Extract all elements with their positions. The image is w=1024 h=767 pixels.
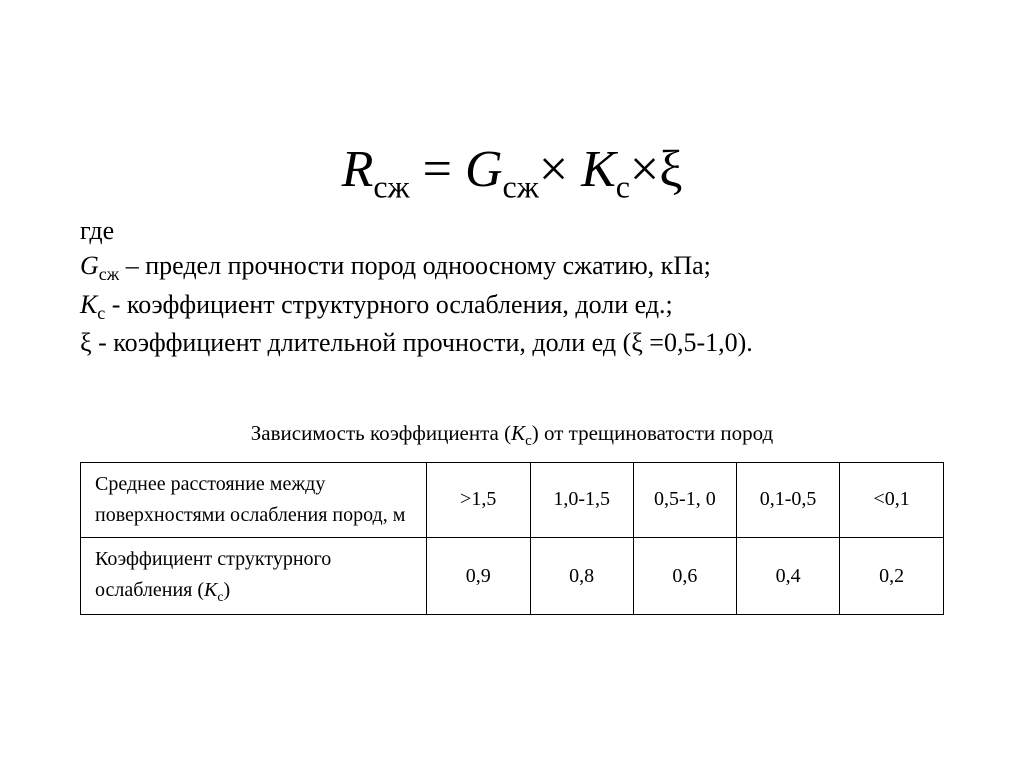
cell: 0,2: [840, 537, 944, 615]
legend-k-sym: К: [80, 290, 97, 319]
caption-post: ) от трещиноватости пород: [532, 421, 773, 445]
formula-text: Rсж = Gсж× Кс×ξ: [342, 141, 683, 198]
legend-g-line: Gсж – предел прочности пород одноосному …: [80, 248, 944, 286]
table-row: Коэффициент структурного ослабления (Кс)…: [81, 537, 944, 615]
cell: 0,1-0,5: [737, 462, 840, 537]
eq: =: [410, 141, 465, 198]
legend-xi-sym: ξ: [80, 328, 92, 357]
cell: <0,1: [840, 462, 944, 537]
page: Rсж = Gсж× Кс×ξ где Gсж – предел прочнос…: [0, 0, 1024, 767]
row2-label-sym: К: [204, 579, 217, 601]
times-2: ×: [630, 141, 659, 198]
cell: >1,5: [426, 462, 530, 537]
legend-xi-line: ξ - коэффициент длительной прочности, до…: [80, 325, 944, 360]
legend-block: где Gсж – предел прочности пород одноосн…: [80, 213, 944, 360]
cell: 0,9: [426, 537, 530, 615]
cell: 0,5-1, 0: [633, 462, 736, 537]
cell: 0,6: [633, 537, 736, 615]
row2-label: Коэффициент структурного ослабления (Кс): [81, 537, 427, 615]
coeff-table: Среднее расстояние между поверхностями о…: [80, 462, 944, 616]
caption-sub: с: [525, 433, 532, 449]
cell: 0,8: [530, 537, 633, 615]
caption-pre: Зависимость коэффициента (: [251, 421, 511, 445]
row2-label-post: ): [224, 579, 231, 601]
times-1: ×: [539, 141, 581, 198]
table-caption: Зависимость коэффициента (Кс) от трещино…: [80, 421, 944, 450]
legend-where: где: [80, 213, 944, 248]
sub-R: сж: [373, 168, 409, 204]
sym-xi: ξ: [659, 141, 682, 198]
legend-g-sym: G: [80, 251, 99, 280]
legend-k-line: Кс - коэффициент структурного ослабления…: [80, 287, 944, 325]
legend-g-text: – предел прочности пород одноосному сжат…: [119, 251, 711, 280]
sym-R: R: [342, 141, 374, 198]
sub-K: с: [616, 168, 630, 204]
legend-g-sub: сж: [99, 265, 119, 285]
legend-k-text: - коэффициент структурного ослабления, д…: [105, 290, 673, 319]
row1-label: Среднее расстояние между поверхностями о…: [81, 462, 427, 537]
caption-sym: К: [511, 421, 525, 445]
legend-xi-text: - коэффициент длительной прочности, доли…: [92, 328, 753, 357]
table-row: Среднее расстояние между поверхностями о…: [81, 462, 944, 537]
sym-G: G: [465, 141, 503, 198]
sub-G: сж: [503, 168, 539, 204]
cell: 1,0-1,5: [530, 462, 633, 537]
cell: 0,4: [737, 537, 840, 615]
main-formula: Rсж = Gсж× Кс×ξ: [80, 140, 944, 205]
sym-K: К: [581, 141, 616, 198]
